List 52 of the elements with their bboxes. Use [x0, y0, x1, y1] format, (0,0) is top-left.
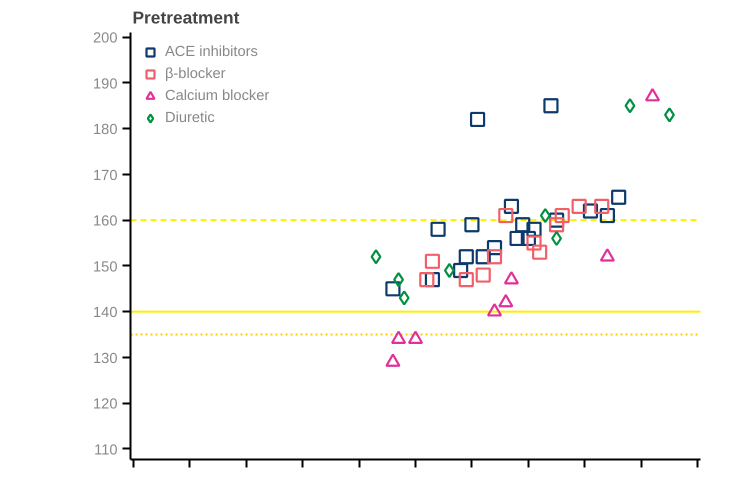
point — [611, 190, 626, 205]
point — [572, 198, 587, 214]
chart-title: Pretreatment — [132, 8, 240, 28]
point — [486, 249, 502, 264]
y-tick-label: 160 — [93, 214, 118, 230]
point — [554, 208, 570, 224]
point — [393, 272, 404, 288]
point — [509, 230, 525, 246]
y-tick-label: 110 — [94, 442, 118, 458]
point — [504, 198, 520, 214]
y-tick-label: 200 — [93, 30, 118, 47]
point — [526, 235, 542, 251]
point — [664, 107, 675, 122]
point — [476, 267, 491, 283]
point — [498, 208, 514, 224]
y-tick-label: 180 — [93, 122, 118, 138]
point — [430, 222, 446, 237]
point — [582, 203, 598, 219]
y-tick-label: 190 — [93, 76, 118, 92]
point — [520, 230, 536, 246]
point — [453, 262, 468, 278]
point — [594, 198, 610, 214]
point — [424, 254, 440, 269]
legend-label: ACE inhibitors — [165, 44, 258, 60]
point — [370, 249, 382, 264]
point — [600, 208, 615, 224]
point — [486, 240, 502, 256]
point — [548, 217, 564, 232]
point — [515, 217, 530, 232]
y-tick-label: 140 — [93, 305, 118, 322]
y-tick-label: 150 — [93, 259, 118, 276]
point — [624, 98, 636, 114]
legend-label: β-blocker — [165, 66, 226, 82]
y-tick-label: 120 — [93, 396, 118, 413]
point — [464, 217, 480, 232]
legend-label: Diuretic — [165, 110, 215, 126]
point — [444, 262, 455, 278]
legend-label: Calcium blocker — [165, 88, 270, 104]
point — [540, 208, 551, 224]
y-tick-label: 130 — [93, 350, 118, 367]
y-tick-label: 170 — [93, 168, 118, 184]
point — [551, 230, 562, 246]
point — [543, 98, 559, 114]
point — [470, 112, 486, 128]
point — [419, 272, 434, 288]
point — [532, 244, 548, 260]
point — [458, 272, 474, 288]
point — [458, 249, 474, 264]
point — [398, 290, 410, 306]
point — [385, 281, 401, 296]
point — [526, 222, 542, 237]
point — [476, 249, 491, 264]
